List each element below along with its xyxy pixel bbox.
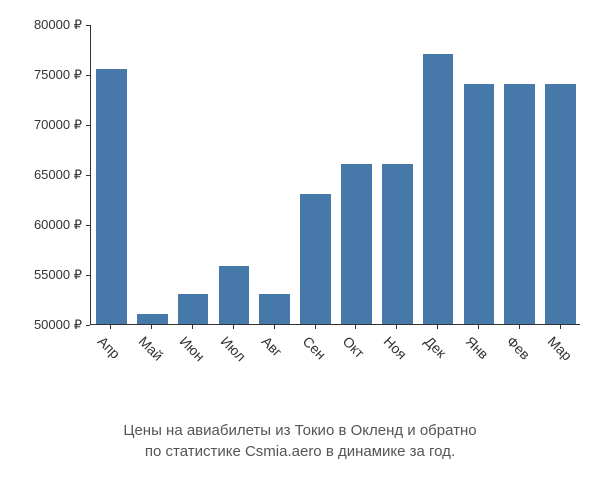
plot-area xyxy=(90,25,580,325)
chart-caption: Цены на авиабилеты из Токио в Окленд и о… xyxy=(0,420,600,462)
x-tick-mark xyxy=(151,325,152,329)
x-tick-mark xyxy=(274,325,275,329)
x-tick-mark xyxy=(233,325,234,329)
y-tick-label: 65000 ₽ xyxy=(34,167,82,183)
caption-line-2: по статистике Csmia.aero в динамике за г… xyxy=(145,443,455,460)
x-tick-label: Сен xyxy=(299,333,328,362)
x-tick-label: Июн xyxy=(177,333,208,364)
x-tick-label: Авг xyxy=(258,333,285,360)
x-tick-mark xyxy=(519,325,520,329)
bar xyxy=(178,294,209,324)
x-tick-label: Мар xyxy=(544,333,575,364)
bar xyxy=(423,54,454,324)
x-axis: Апр Май Июн Июл Авг Сен Окт Ноя Дек Янв Фев Мар xyxy=(90,325,580,385)
y-tick-label: 80000 ₽ xyxy=(34,17,82,33)
bar xyxy=(137,314,168,324)
bar xyxy=(300,194,331,324)
x-tick-label: Ноя xyxy=(381,333,410,362)
y-tick-label: 70000 ₽ xyxy=(34,117,82,133)
price-chart: 50000 ₽ 55000 ₽ 60000 ₽ 65000 ₽ 70000 ₽ 75000… xyxy=(0,25,600,385)
x-tick-mark xyxy=(192,325,193,329)
x-tick-label: Апр xyxy=(95,333,124,362)
x-tick-label: Май xyxy=(136,333,167,364)
x-tick-label: Фев xyxy=(503,333,533,363)
x-tick-mark xyxy=(315,325,316,329)
x-tick-mark xyxy=(396,325,397,329)
x-tick-label: Июл xyxy=(218,333,249,364)
bar xyxy=(341,164,372,324)
y-tick-label: 50000 ₽ xyxy=(34,317,82,333)
x-tick-label: Янв xyxy=(463,333,492,362)
x-tick-mark xyxy=(110,325,111,329)
bar xyxy=(219,266,250,324)
x-tick-mark xyxy=(560,325,561,329)
caption-line-1: Цены на авиабилеты из Токио в Окленд и о… xyxy=(123,422,476,439)
bar xyxy=(96,69,127,324)
x-tick-label: Окт xyxy=(340,333,368,361)
y-tick-label: 60000 ₽ xyxy=(34,217,82,233)
x-tick-mark xyxy=(355,325,356,329)
x-tick-mark xyxy=(437,325,438,329)
bar xyxy=(259,294,290,324)
bar xyxy=(464,84,495,324)
bars-group xyxy=(91,25,580,324)
bar xyxy=(504,84,535,324)
y-axis: 50000 ₽55000 ₽60000 ₽65000 ₽70000 ₽75000… xyxy=(0,25,90,325)
y-tick-label: 75000 ₽ xyxy=(34,67,82,83)
y-tick-label: 55000 ₽ xyxy=(34,267,82,283)
x-tick-mark xyxy=(478,325,479,329)
x-tick-label: Дек xyxy=(422,333,450,361)
bar xyxy=(545,84,576,324)
bar xyxy=(382,164,413,324)
